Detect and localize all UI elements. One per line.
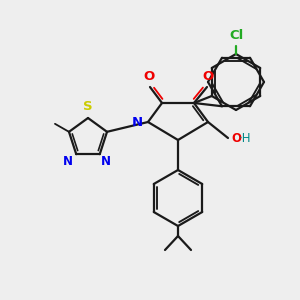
Text: S: S <box>83 100 93 113</box>
Text: N: N <box>132 116 143 128</box>
Text: O: O <box>202 70 214 83</box>
Text: Cl: Cl <box>229 29 243 42</box>
Text: N: N <box>63 155 73 168</box>
Text: N: N <box>101 155 111 168</box>
Text: ·H: ·H <box>239 133 251 146</box>
Text: O: O <box>231 131 241 145</box>
Text: O: O <box>143 70 155 83</box>
